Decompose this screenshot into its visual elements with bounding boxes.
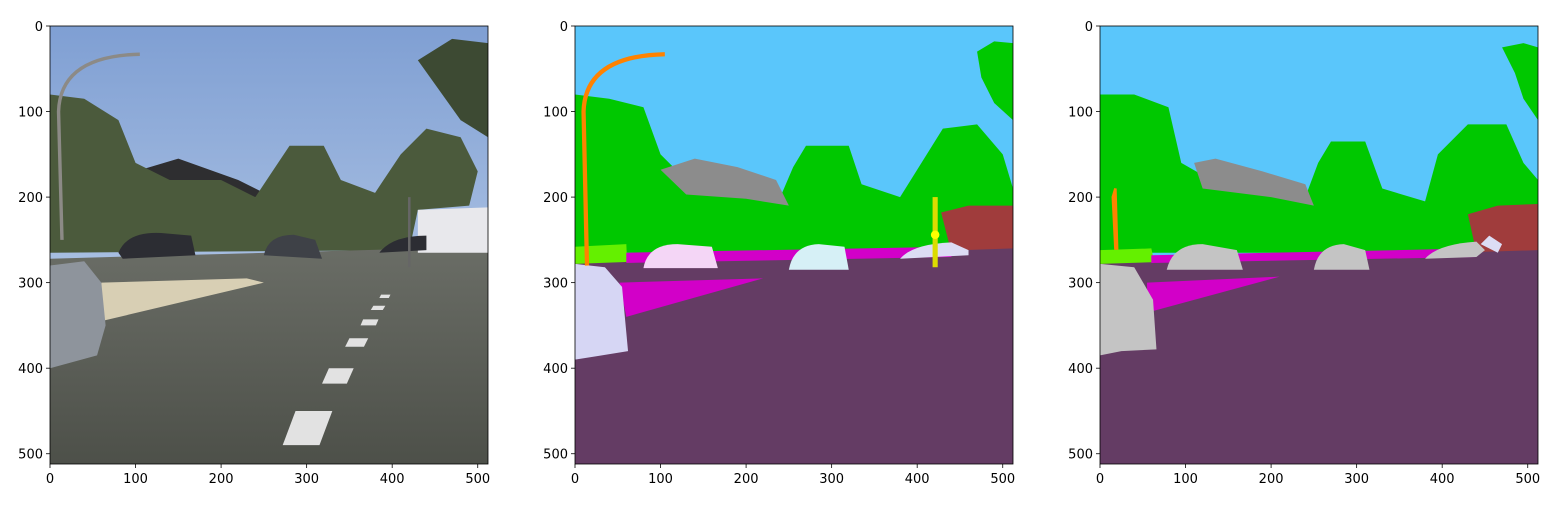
y-tick-label: 200: [543, 191, 568, 206]
prediction-image: [1100, 26, 1538, 464]
y-tick-label: 0: [560, 20, 568, 35]
y-tick-label: 0: [1085, 20, 1093, 35]
x-tick-label: 0: [1096, 472, 1104, 487]
y-tick-label: 400: [18, 362, 43, 377]
y-tick-label: 100: [18, 106, 43, 121]
x-tick-label: 200: [209, 472, 234, 487]
x-tick-label: 500: [465, 472, 490, 487]
x-tick-label: 200: [1259, 472, 1284, 487]
x-tick-label: 400: [1430, 472, 1455, 487]
y-tick-label: 400: [543, 362, 568, 377]
photo-image: [50, 26, 488, 464]
x-tick-label: 500: [1515, 472, 1540, 487]
x-tick-label: 0: [46, 472, 54, 487]
axes-frame: [574, 25, 1014, 465]
y-tick-label: 100: [543, 106, 568, 121]
x-tick-label: 200: [734, 472, 759, 487]
y-tick-label: 500: [543, 448, 568, 463]
axes-frame: [1099, 25, 1539, 465]
y-tick-label: 300: [543, 277, 568, 292]
y-tick-label: 200: [18, 191, 43, 206]
x-tick-label: 300: [819, 472, 844, 487]
axes-frame: [49, 25, 489, 465]
y-tick-label: 300: [18, 277, 43, 292]
x-tick-label: 300: [1344, 472, 1369, 487]
y-tick-label: 500: [1068, 448, 1093, 463]
x-tick-label: 100: [1173, 472, 1198, 487]
x-tick-label: 100: [123, 472, 148, 487]
y-tick-label: 300: [1068, 277, 1093, 292]
y-tick-label: 200: [1068, 191, 1093, 206]
x-tick-label: 400: [905, 472, 930, 487]
x-tick-label: 100: [648, 472, 673, 487]
x-tick-label: 400: [380, 472, 405, 487]
y-tick-label: 500: [18, 448, 43, 463]
x-tick-label: 500: [990, 472, 1015, 487]
y-tick-label: 0: [35, 20, 43, 35]
y-tick-label: 400: [1068, 362, 1093, 377]
y-tick-label: 100: [1068, 106, 1093, 121]
segmentation-image: [575, 26, 1013, 464]
x-tick-label: 0: [571, 472, 579, 487]
x-tick-label: 300: [294, 472, 319, 487]
